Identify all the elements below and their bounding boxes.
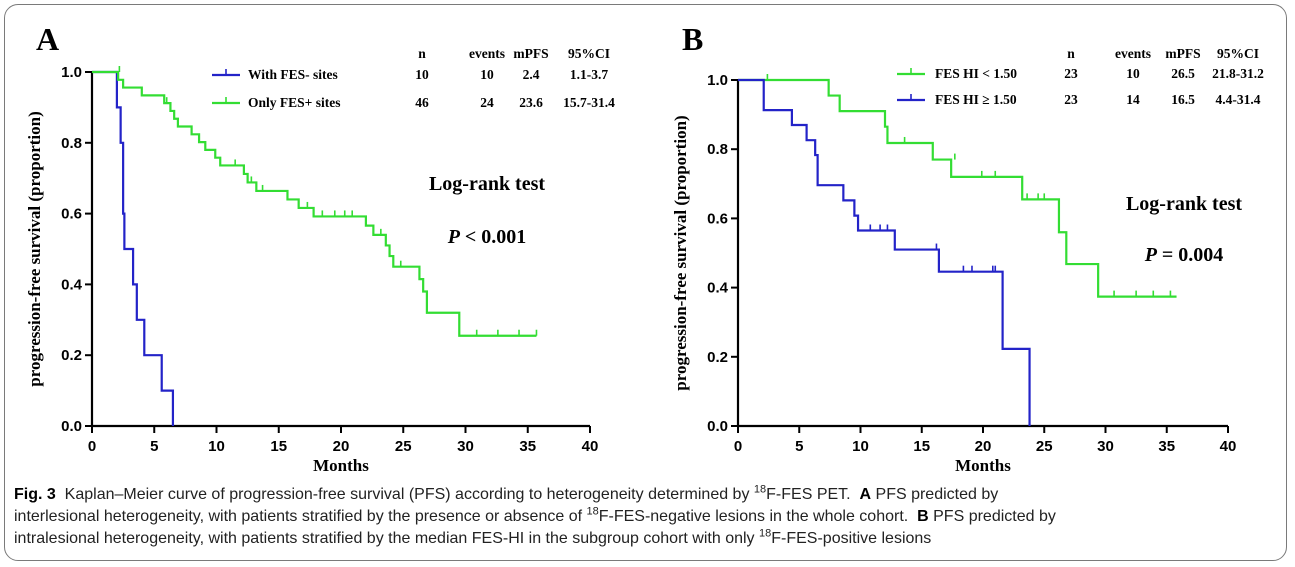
km-curve-2 — [92, 70, 537, 337]
legend-stat: 23 — [1064, 92, 1078, 107]
caption-text-1b: F-FES PET. — [766, 486, 851, 503]
legend-header: events — [1115, 46, 1151, 61]
y-tick-label: 0.8 — [707, 141, 728, 158]
legend-series-name: FES HI ≥ 1.50 — [935, 92, 1017, 107]
figure-caption: Fig. 3 Kaplan–Meier curve of progression… — [14, 484, 1279, 550]
y-tick-label: 0.0 — [61, 418, 82, 435]
km-curve-1 — [92, 70, 175, 426]
p-symbol: P — [1144, 244, 1158, 266]
x-tick-label: 20 — [333, 438, 350, 455]
y-tick-label: 0.2 — [707, 349, 728, 366]
x-tick-label: 5 — [795, 438, 803, 455]
x-tick-label: 40 — [1220, 438, 1237, 455]
p-rest: < 0.001 — [460, 226, 526, 248]
x-tick-label: 30 — [457, 438, 474, 455]
panel-label: B — [682, 21, 703, 57]
caption-fig-label: Fig. 3 — [14, 486, 56, 503]
km-curve-1 — [738, 78, 1177, 298]
caption-panel-b: B — [917, 508, 929, 525]
caption-text-3a: intralesional heterogeneity, with patien… — [14, 530, 759, 547]
legend-header: mPFS — [1165, 46, 1200, 61]
p-value: P < 0.001 — [447, 226, 527, 248]
x-tick-label: 10 — [208, 438, 225, 455]
caption-text-3b: F-FES-positive lesions — [771, 530, 932, 547]
legend-header: events — [469, 46, 505, 61]
caption-text-1c: PFS predicted by — [875, 486, 999, 503]
y-axis-label: progression-free survival (proportion) — [671, 115, 690, 390]
legend-stat: 10 — [1126, 66, 1140, 81]
legend-stat: 1.1-3.7 — [570, 67, 608, 82]
x-tick-label: 5 — [150, 438, 158, 455]
p-rest: = 0.004 — [1157, 244, 1223, 266]
x-tick-label: 10 — [852, 438, 869, 455]
caption-sup-3: 18 — [759, 527, 772, 540]
y-tick-label: 0.0 — [707, 418, 728, 435]
legend-stat: 14 — [1126, 92, 1140, 107]
legend-stat: 10 — [480, 67, 494, 82]
chart-panel-b: B 0 5 10 15 20 25 30 35 40 0.0 0.2 0.4 0.6 0.8 1.0 Month… — [671, 21, 1264, 475]
x-axis-label: Months — [313, 456, 369, 475]
legend-stat: 2.4 — [523, 67, 540, 82]
caption-panel-a: A — [859, 486, 872, 503]
legend-stat: 23 — [1064, 66, 1078, 81]
legend-stat: 10 — [415, 67, 429, 82]
y-axis-label: progression-free survival (proportion) — [25, 111, 44, 386]
panel-label: A — [36, 21, 59, 57]
p-symbol: P — [447, 226, 461, 248]
legend-series-name: FES HI < 1.50 — [935, 66, 1017, 81]
x-axis-label: Months — [955, 456, 1011, 475]
caption-text-2c: PFS predicted by — [933, 508, 1056, 525]
y-tick-label: 0.6 — [707, 210, 728, 227]
legend-stat: 21.8-31.2 — [1212, 66, 1264, 81]
x-tick-label: 25 — [395, 438, 412, 455]
caption-sup-2: 18 — [586, 505, 599, 518]
y-tick-label: 0.4 — [61, 276, 83, 293]
logrank-label: Log-rank test — [1126, 193, 1242, 215]
legend-header: mPFS — [513, 46, 548, 61]
legend-series-name: Only FES+ sites — [248, 95, 340, 110]
legend-series-name: With FES- sites — [248, 67, 338, 82]
x-tick-label: 0 — [88, 438, 96, 455]
legend-stat: 4.4-31.4 — [1216, 92, 1261, 107]
y-tick-label: 1.0 — [707, 72, 728, 89]
x-tick-label: 35 — [519, 438, 536, 455]
figure-plots: A 0 5 10 15 20 25 30 35 40 0.0 0.2 0.4 0.6 0.8 1.0 Month… — [25, 21, 1264, 475]
x-tick-label: 30 — [1097, 438, 1114, 455]
legend-header: 95%CI — [568, 46, 610, 61]
x-tick-label: 40 — [582, 438, 599, 455]
legend-stat: 16.5 — [1171, 92, 1195, 107]
legend-stat: 24 — [480, 95, 494, 110]
legend-header: n — [1067, 46, 1075, 61]
km-curve-2 — [738, 78, 1031, 426]
legend-header: n — [418, 46, 426, 61]
legend-stat: 46 — [415, 95, 429, 110]
logrank-label: Log-rank test — [429, 173, 545, 195]
x-tick-label: 25 — [1036, 438, 1053, 455]
figure-frame — [4, 4, 1287, 561]
x-tick-label: 15 — [270, 438, 287, 455]
caption-text-1a: Kaplan–Meier curve of progression-free s… — [64, 486, 754, 503]
x-tick-label: 0 — [734, 438, 742, 455]
caption-text-2a: interlesional heterogeneity, with patien… — [14, 508, 587, 525]
legend-header: 95%CI — [1217, 46, 1259, 61]
x-tick-label: 20 — [975, 438, 992, 455]
chart-panel-a: A 0 5 10 15 20 25 30 35 40 0.0 0.2 0.4 0.6 0.8 1.0 Month… — [25, 21, 615, 475]
legend-stat: 26.5 — [1171, 66, 1195, 81]
y-tick-label: 0.2 — [61, 347, 82, 364]
caption-sup-1: 18 — [753, 483, 767, 496]
p-value: P = 0.004 — [1144, 244, 1224, 266]
y-tick-label: 1.0 — [61, 64, 82, 81]
legend-stat: 23.6 — [519, 95, 543, 110]
y-tick-label: 0.8 — [61, 135, 82, 152]
x-tick-label: 15 — [913, 438, 930, 455]
x-tick-label: 35 — [1158, 438, 1175, 455]
legend-stat: 15.7-31.4 — [563, 95, 615, 110]
caption-text-2b: F-FES-negative lesions in the whole coho… — [598, 508, 909, 525]
y-tick-label: 0.4 — [707, 280, 729, 297]
y-tick-label: 0.6 — [61, 206, 82, 223]
